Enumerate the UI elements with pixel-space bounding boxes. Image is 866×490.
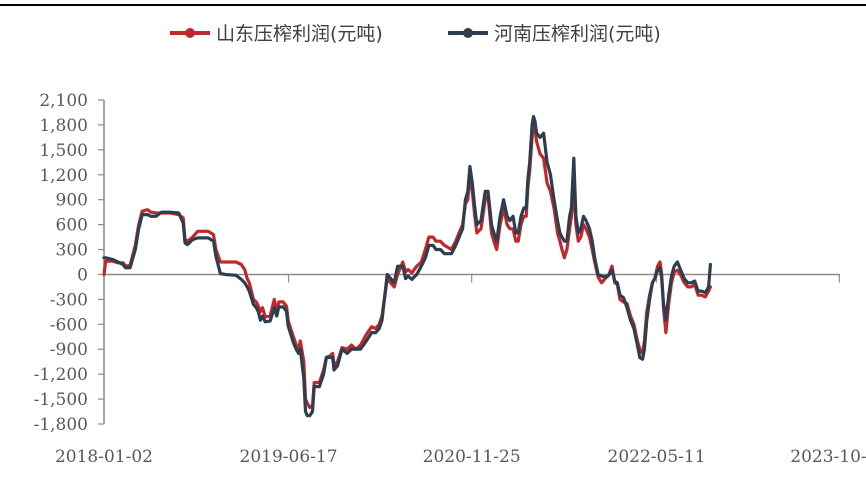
legend-item-henan: 河南压榨利润(元吨) [448,23,661,45]
legend-label-shandong: 山东压榨利润(元吨) [216,23,383,45]
y-tick-label: 600 [56,216,88,236]
series-line-shandong [102,123,712,409]
y-tick-label: 300 [56,241,88,261]
legend-swatch-marker-shandong [185,28,195,38]
x-axis-ticks: 2018-01-02 2019-06-17 2020-11-25 2022-05-11… [55,274,866,467]
x-tick-label: 2018-01-02 [55,447,153,467]
y-tick-label: 900 [56,191,88,211]
y-tick-label: -600 [50,315,88,335]
y-axis-ticks: 2,100 1,800 1,500 1,200 900 600 300 0 -300 -600 -9… [34,91,104,435]
series-layer [102,115,712,418]
y-tick-label: -1,500 [34,390,88,410]
x-tick-label: 2023-10-19 [790,447,866,467]
y-tick-label: -1,800 [34,415,88,435]
legend-label-henan: 河南压榨利润(元吨) [494,23,661,45]
y-tick-label: -300 [50,290,88,310]
series-line-henan [102,115,712,418]
x-tick-label: 2019-06-17 [240,447,338,467]
y-tick-label: 1,200 [39,166,88,186]
y-tick-label: 1,500 [39,141,88,161]
legend-swatch-marker-henan [463,28,473,38]
y-tick-label: 2,100 [39,91,88,111]
y-tick-label: 0 [77,265,88,285]
y-tick-label: -1,200 [34,365,88,385]
x-tick-label: 2022-05-11 [608,447,706,467]
legend: 山东压榨利润(元吨) 河南压榨利润(元吨) [170,23,661,45]
legend-item-shandong: 山东压榨利润(元吨) [170,23,383,45]
y-tick-label: -900 [50,340,88,360]
y-tick-label: 1,800 [39,116,88,136]
x-tick-label: 2020-11-25 [423,447,521,467]
